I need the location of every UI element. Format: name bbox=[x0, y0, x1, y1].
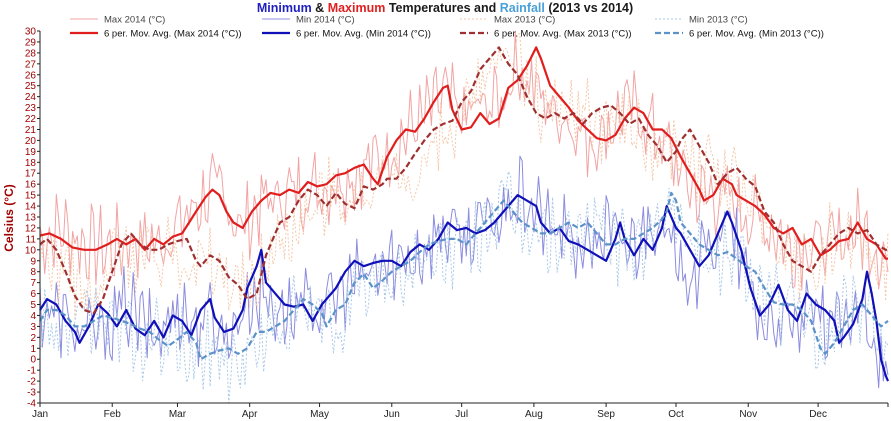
y-tick-label: 21 bbox=[25, 125, 37, 136]
title-part: Temperatures and bbox=[385, 1, 499, 15]
legend-label: 6 per. Mov. Avg. (Max 2013 (°C)) bbox=[494, 29, 632, 40]
legend-label: 6 per. Mov. Avg. (Max 2014 (°C)) bbox=[104, 29, 242, 40]
series-lines bbox=[39, 30, 890, 404]
y-tick-label: 20 bbox=[25, 136, 37, 147]
y-tick-label: 23 bbox=[25, 103, 37, 114]
chart-title: Minimum & Maximum Temperatures and Rainf… bbox=[257, 1, 633, 15]
y-axis-label: Celsius (°C) bbox=[2, 184, 16, 251]
x-tick-label: Jul bbox=[455, 409, 468, 420]
y-tick-label: 13 bbox=[25, 213, 37, 224]
y-tick-label: 27 bbox=[25, 59, 37, 70]
title-part: & bbox=[312, 1, 328, 15]
x-tick-label: Feb bbox=[104, 409, 122, 420]
y-tick-label: 24 bbox=[25, 92, 37, 103]
y-tick-label: 6 bbox=[30, 289, 36, 300]
series-line-0 bbox=[39, 30, 889, 291]
legend-label: 6 per. Mov. Avg. (Min 2014 (°C)) bbox=[296, 29, 431, 40]
y-tick-label: 9 bbox=[30, 256, 36, 267]
x-tick-label: Aug bbox=[525, 409, 543, 420]
y-tick-label: -1 bbox=[27, 366, 36, 377]
y-tick-label: 3 bbox=[30, 322, 36, 333]
legend-label: Max 2013 (°C) bbox=[494, 15, 555, 26]
series-line-2 bbox=[39, 33, 889, 319]
series-line-3 bbox=[39, 171, 889, 404]
title-part: Minimum bbox=[257, 1, 312, 15]
y-tick-label: 7 bbox=[30, 278, 36, 289]
y-tick-label: 1 bbox=[30, 344, 36, 355]
y-tick-label: -4 bbox=[27, 399, 36, 410]
series-line-4 bbox=[39, 46, 888, 260]
y-tick-label: 14 bbox=[25, 202, 37, 213]
legend-label: Min 2014 (°C) bbox=[296, 15, 355, 26]
series-line-5 bbox=[39, 194, 890, 382]
y-tick-label: -2 bbox=[27, 377, 36, 388]
x-tick-label: Jan bbox=[32, 409, 48, 420]
title-part: (2013 vs 2014) bbox=[545, 1, 633, 15]
y-tick-label: 12 bbox=[25, 223, 37, 234]
y-tick-labels: -4-3-2-101234567891011121314151617181920… bbox=[25, 27, 37, 410]
y-tick-label: 18 bbox=[25, 158, 37, 169]
y-tick-label: 30 bbox=[25, 27, 37, 38]
y-tick-label: 25 bbox=[25, 81, 37, 92]
y-tick-label: 8 bbox=[30, 267, 36, 278]
y-tick-label: 16 bbox=[25, 180, 37, 191]
x-tick-label: Apr bbox=[242, 409, 258, 420]
x-tick-label: Nov bbox=[739, 409, 757, 420]
title-part: Maximum bbox=[328, 1, 386, 15]
y-tick-label: 19 bbox=[25, 147, 37, 158]
y-tick-label: 10 bbox=[25, 245, 37, 256]
y-tick-label: 28 bbox=[25, 48, 37, 59]
y-tick-label: 0 bbox=[30, 355, 36, 366]
title-part: Rainfall bbox=[500, 1, 545, 15]
legend-label: Min 2013 (°C) bbox=[689, 15, 748, 26]
x-tick-label: Sep bbox=[597, 409, 615, 420]
x-tick-label: Oct bbox=[668, 409, 684, 420]
y-tick-label: 11 bbox=[26, 234, 37, 245]
legend: Max 2014 (°C) Min 2014 (°C) Max 2013 (°C) M… bbox=[70, 15, 824, 40]
series-line-6 bbox=[39, 46, 888, 315]
x-tick-label: May bbox=[310, 409, 329, 420]
y-tick-label: 5 bbox=[30, 300, 36, 311]
y-tick-label: 4 bbox=[30, 311, 36, 322]
axes bbox=[37, 30, 889, 407]
y-tick-label: 26 bbox=[25, 70, 37, 81]
series-line-7 bbox=[39, 191, 889, 361]
y-tick-label: 15 bbox=[25, 191, 37, 202]
y-tick-label: 22 bbox=[25, 114, 37, 125]
legend-label: Max 2014 (°C) bbox=[104, 15, 165, 26]
x-tick-label: Mar bbox=[169, 409, 187, 420]
x-tick-label: Jun bbox=[384, 409, 400, 420]
y-tick-label: 17 bbox=[25, 169, 37, 180]
x-tick-label: Dec bbox=[809, 409, 827, 420]
y-tick-label: -3 bbox=[27, 388, 36, 399]
legend-label: 6 per. Mov. Avg. (Min 2013 (°C)) bbox=[689, 29, 824, 40]
y-tick-label: 2 bbox=[30, 333, 36, 344]
x-tick-labels: Jan Feb Mar Apr May Jun Jul Aug Sep Oct Nov Dec bbox=[32, 409, 827, 420]
y-tick-label: 29 bbox=[25, 37, 37, 48]
